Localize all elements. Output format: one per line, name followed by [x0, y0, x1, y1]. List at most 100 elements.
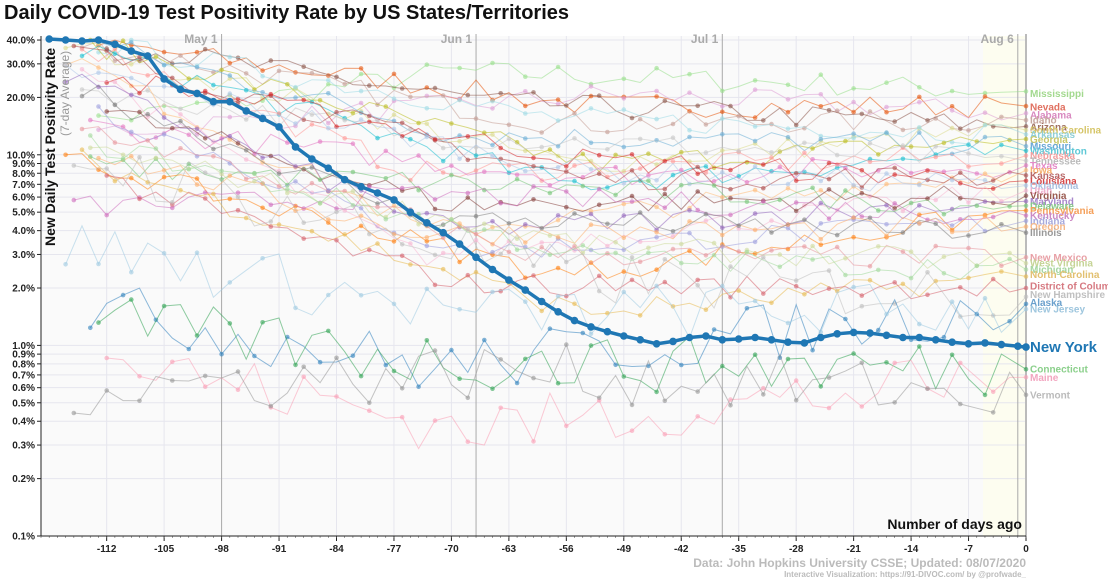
series-point — [720, 132, 725, 137]
series-point — [982, 122, 988, 128]
y-tick-label: 7.0% — [12, 180, 35, 191]
series-point — [129, 153, 134, 159]
series-point — [465, 395, 471, 401]
series-point — [662, 257, 668, 262]
series-point — [1023, 260, 1029, 266]
series-point — [120, 124, 126, 129]
series-point — [490, 219, 495, 224]
series-point — [194, 65, 200, 70]
series-point — [506, 221, 512, 226]
series-point — [990, 200, 996, 206]
series-point — [1023, 285, 1029, 291]
series-point — [826, 286, 832, 291]
series-point — [982, 177, 988, 183]
series-point — [334, 394, 339, 399]
series-point — [268, 58, 274, 63]
series-point — [424, 338, 430, 343]
series-point — [1023, 224, 1029, 229]
series-point — [605, 129, 610, 135]
recent-shade — [983, 36, 1026, 536]
series-point — [793, 283, 799, 289]
series-end-label: New Jersey — [1030, 305, 1085, 316]
series-point — [506, 136, 512, 142]
series-point — [194, 333, 200, 338]
series-point — [629, 193, 635, 199]
series-end-label: Vermont — [1030, 390, 1071, 401]
series-line — [65, 224, 1027, 340]
series-point — [917, 99, 922, 105]
series-point — [1023, 89, 1029, 94]
series-point — [342, 232, 348, 237]
series-point — [982, 392, 988, 398]
series-point — [752, 115, 758, 120]
series-point — [326, 292, 331, 298]
series-point — [728, 103, 733, 109]
series-point — [867, 109, 873, 114]
series-point — [317, 98, 323, 103]
series-point — [219, 67, 224, 73]
series-point — [662, 279, 668, 285]
series-point — [596, 395, 602, 401]
series-point — [720, 232, 725, 238]
series-point — [1023, 132, 1029, 137]
series-point — [1023, 124, 1029, 129]
series-point — [252, 171, 257, 177]
series-point — [908, 275, 914, 281]
series-point — [596, 288, 602, 294]
x-tick-label: 0 — [1023, 544, 1029, 555]
series-point — [793, 278, 799, 283]
series-point — [966, 245, 971, 251]
series-point — [432, 137, 438, 142]
series-point — [925, 270, 930, 275]
series-point — [243, 215, 249, 221]
date-marker-label: Aug 6 — [980, 32, 1014, 46]
series-point — [440, 158, 446, 164]
highlight-point — [849, 328, 858, 337]
series-point — [687, 90, 692, 95]
series-point — [703, 218, 709, 223]
series-point — [1023, 375, 1029, 380]
series-point — [933, 221, 938, 226]
series-point — [646, 178, 651, 184]
series-point — [851, 351, 856, 356]
series-line — [73, 343, 1027, 416]
series-line — [65, 42, 1027, 172]
series-point — [818, 104, 824, 109]
highlight-point — [390, 196, 398, 204]
series-line — [65, 64, 1027, 192]
series-point — [580, 243, 586, 248]
series-point — [96, 104, 101, 109]
series-point — [810, 146, 815, 151]
series-point — [761, 118, 766, 123]
series-point — [293, 362, 298, 368]
series-point — [720, 88, 725, 94]
series-point — [170, 200, 175, 205]
series-point — [1023, 111, 1029, 116]
series-point — [621, 107, 627, 112]
series-point — [293, 164, 298, 169]
series-point — [129, 83, 134, 89]
highlight-point — [587, 323, 595, 331]
series-point — [802, 140, 807, 146]
series-point — [949, 104, 955, 109]
series-point — [876, 208, 881, 213]
y-tick-label: 0.5% — [12, 398, 35, 409]
series-point — [243, 87, 249, 93]
series-point — [555, 235, 561, 240]
series-point — [326, 81, 331, 87]
series-point — [662, 205, 668, 210]
series-point — [399, 414, 405, 420]
series-point — [785, 97, 791, 102]
series-point — [564, 293, 569, 299]
series-point — [63, 62, 68, 68]
highlight-point — [882, 331, 891, 340]
y-tick-label: 0.9% — [12, 350, 35, 361]
series-point — [555, 118, 561, 123]
series-point — [588, 106, 594, 111]
series-point — [917, 130, 922, 135]
series-point — [153, 54, 159, 59]
series-point — [662, 432, 668, 437]
series-point — [465, 134, 471, 139]
series-point — [876, 327, 881, 333]
series-point — [104, 109, 109, 114]
